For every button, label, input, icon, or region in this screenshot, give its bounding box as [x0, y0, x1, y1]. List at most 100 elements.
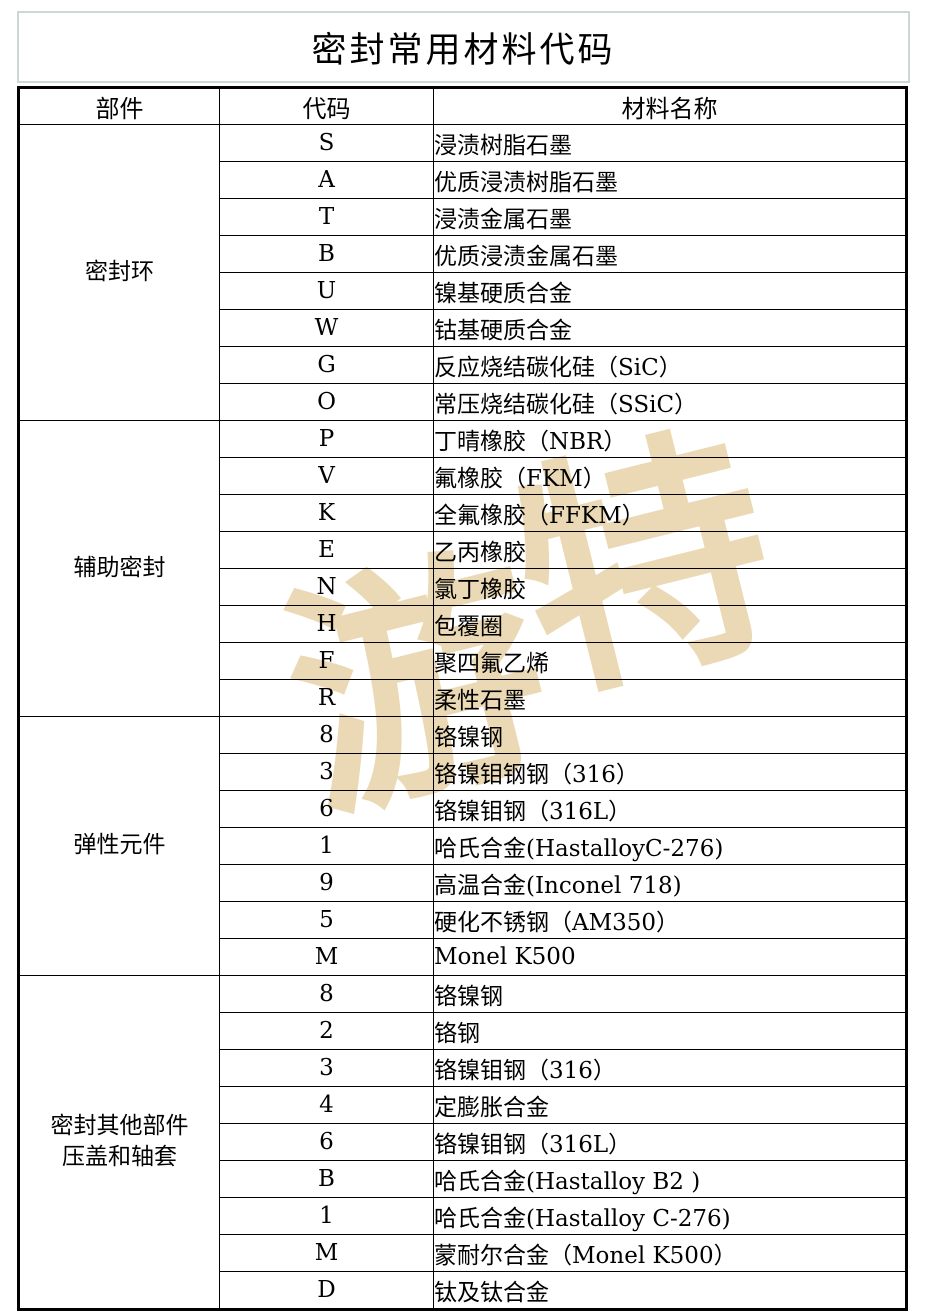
material-code-cell: A: [219, 161, 434, 199]
material-name-cell: 丁晴橡胶（NBR）: [433, 420, 907, 458]
material-code-cell: W: [219, 309, 434, 347]
table-row: 密封环 S 浸渍树脂石墨: [18, 124, 907, 421]
material-code-cell: F: [219, 642, 434, 680]
table-row: H 包覆圈: [19, 605, 907, 643]
table-row: 密封其他部件 压盖和轴套 8 铬镍钢: [18, 975, 907, 1310]
table-row: N 氯丁橡胶: [19, 568, 907, 606]
table-row: A 优质浸渍树脂石墨: [19, 161, 907, 199]
part-name-cell: 弹性元件: [18, 716, 220, 976]
material-name-cell: 铬钢: [433, 1012, 907, 1050]
material-name-cell: 全氟橡胶（FFKM）: [433, 494, 907, 532]
material-code-table: 部件 代码 材料名称 密封环 S 浸渍树脂石墨 A 优质浸渍树脂石墨 T 浸渍金属石墨 B 优质…: [17, 86, 908, 1311]
material-code-cell: 1: [219, 827, 434, 865]
material-name-cell: 柔性石墨: [433, 679, 907, 717]
page-title: 密封常用材料代码: [311, 30, 616, 71]
material-name-cell: 铬镍钼钢（316）: [433, 1049, 907, 1087]
material-code-cell: G: [219, 346, 434, 384]
table-header: 部件 代码 材料名称: [18, 87, 907, 125]
material-name-cell: 高温合金(Inconel 718): [433, 864, 907, 902]
material-code-cell: N: [219, 568, 434, 606]
material-code-cell: M: [219, 938, 434, 976]
material-name-cell: 钴基硬质合金: [433, 309, 907, 347]
table-row: V 氟橡胶（FKM）: [19, 457, 907, 495]
material-name-cell: 铬镍钼钢（316L）: [433, 790, 907, 828]
material-name-cell: 优质浸渍树脂石墨: [433, 161, 907, 199]
material-code-cell: 3: [219, 753, 434, 791]
table-row: F 聚四氟乙烯: [19, 642, 907, 680]
material-code-cell: S: [219, 124, 434, 162]
material-name-cell: 浸渍树脂石墨: [433, 124, 907, 162]
material-code-cell: T: [219, 198, 434, 236]
material-code-cell: B: [219, 235, 434, 273]
material-code-cell: D: [219, 1271, 434, 1310]
table-row: B 哈氏合金(Hastalloy B2 ): [19, 1160, 907, 1198]
table-row: 弹性元件 8 铬镍钢: [18, 716, 907, 976]
material-code-cell: 8: [219, 975, 434, 1013]
table-row: 1 哈氏合金(Hastalloy C-276): [19, 1197, 907, 1235]
material-code-cell: 1: [219, 1197, 434, 1235]
material-name-cell: 铬镍钼钢（316L）: [433, 1123, 907, 1161]
material-name-cell: 铬镍钢: [433, 716, 907, 754]
material-code-cell: 5: [219, 901, 434, 939]
material-code-cell: 6: [219, 1123, 434, 1161]
table-row: R 柔性石墨: [19, 679, 907, 717]
material-name-cell: 硬化不锈钢（AM350）: [433, 901, 907, 939]
material-name-cell: 哈氏合金(Hastalloy B2 ): [433, 1160, 907, 1198]
material-name-cell: 反应烧结碳化硅（SiC）: [433, 346, 907, 384]
document-title-box: 密封常用材料代码: [17, 11, 910, 83]
table-row: 1 哈氏合金(HastalloyC-276): [19, 827, 907, 865]
table-row: E 乙丙橡胶: [19, 531, 907, 569]
material-name-cell: 优质浸渍金属石墨: [433, 235, 907, 273]
table-row: 9 高温合金(Inconel 718): [19, 864, 907, 902]
table-row: 辅助密封 P 丁晴橡胶（NBR）: [18, 420, 907, 717]
material-code-cell: U: [219, 272, 434, 310]
material-name-cell: 蒙耐尔合金（Monel K500）: [433, 1234, 907, 1272]
material-code-cell: 9: [219, 864, 434, 902]
material-name-cell: 包覆圈: [433, 605, 907, 643]
material-name-cell: 铬镍钼钢钢（316）: [433, 753, 907, 791]
material-name-cell: 钛及钛合金: [433, 1271, 907, 1310]
material-code-cell: H: [219, 605, 434, 643]
material-code-cell: B: [219, 1160, 434, 1198]
table-body: 密封环 S 浸渍树脂石墨 A 优质浸渍树脂石墨 T 浸渍金属石墨 B 优质浸渍金属石墨 U 镍基硬质…: [18, 124, 907, 1310]
material-code-cell: R: [219, 679, 434, 717]
table-row: O 常压烧结碳化硅（SSiC）: [19, 383, 907, 421]
material-code-cell: 8: [219, 716, 434, 754]
part-name-cell: 密封其他部件 压盖和轴套: [18, 975, 220, 1310]
material-code-cell: O: [219, 383, 434, 421]
table-row: M Monel K500: [19, 938, 907, 976]
part-name-cell: 密封环: [18, 124, 220, 421]
material-name-cell: 乙丙橡胶: [433, 531, 907, 569]
table-row: 6 铬镍钼钢（316L）: [19, 790, 907, 828]
table-row: 6 铬镍钼钢（316L）: [19, 1123, 907, 1161]
material-code-cell: E: [219, 531, 434, 569]
material-code-cell: 2: [219, 1012, 434, 1050]
material-code-cell: M: [219, 1234, 434, 1272]
table-row: B 优质浸渍金属石墨: [19, 235, 907, 273]
part-name-cell: 辅助密封: [18, 420, 220, 717]
material-code-cell: K: [219, 494, 434, 532]
table-header-row: 部件 代码 材料名称: [18, 87, 907, 125]
material-name-cell: 铬镍钢: [433, 975, 907, 1013]
column-header-part: 部件: [18, 87, 220, 125]
material-name-cell: 定膨胀合金: [433, 1086, 907, 1124]
material-code-cell: 6: [219, 790, 434, 828]
material-name-cell: 浸渍金属石墨: [433, 198, 907, 236]
material-name-cell: 镍基硬质合金: [433, 272, 907, 310]
column-header-code: 代码: [219, 87, 434, 125]
material-code-cell: P: [219, 420, 434, 458]
material-name-cell: 哈氏合金(Hastalloy C-276): [433, 1197, 907, 1235]
material-name-cell: 氟橡胶（FKM）: [433, 457, 907, 495]
table-row: M 蒙耐尔合金（Monel K500）: [19, 1234, 907, 1272]
material-name-cell: 聚四氟乙烯: [433, 642, 907, 680]
table-row: K 全氟橡胶（FFKM）: [19, 494, 907, 532]
material-name-cell: Monel K500: [433, 938, 907, 976]
material-name-cell: 哈氏合金(HastalloyC-276): [433, 827, 907, 865]
column-header-material: 材料名称: [433, 87, 907, 125]
material-code-cell: V: [219, 457, 434, 495]
material-name-cell: 氯丁橡胶: [433, 568, 907, 606]
material-name-cell: 常压烧结碳化硅（SSiC）: [433, 383, 907, 421]
material-code-cell: 3: [219, 1049, 434, 1087]
table-row: 4 定膨胀合金: [19, 1086, 907, 1124]
material-code-cell: 4: [219, 1086, 434, 1124]
